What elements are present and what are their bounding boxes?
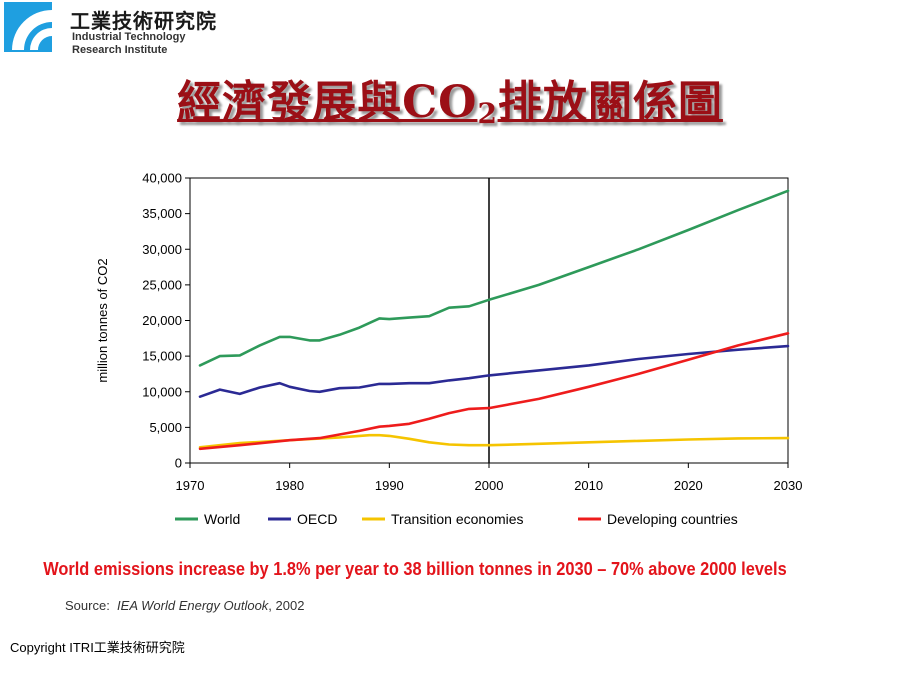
source-label: Source: [65, 598, 110, 613]
x-tick-label: 1990 [375, 478, 404, 493]
y-tick-label: 15,000 [142, 349, 182, 364]
y-tick-label: 30,000 [142, 242, 182, 257]
series-line-world [198, 189, 790, 367]
source-note: Source: IEA World Energy Outlook, 2002 [65, 598, 304, 613]
series-line-developing-countries [198, 331, 790, 451]
x-tick-label: 1970 [176, 478, 205, 493]
itri-logo [4, 2, 52, 52]
y-tick-label: 5,000 [149, 420, 182, 435]
y-tick-label: 25,000 [142, 277, 182, 292]
slide-title: 經濟發展與CO2排放關係圖 [0, 66, 900, 130]
legend-label-developing-countries: Developing countries [607, 511, 738, 527]
x-tick-label: 2020 [674, 478, 703, 493]
y-tick-label: 20,000 [142, 313, 182, 328]
source-publication: IEA World Energy Outlook [117, 598, 269, 613]
x-tick-label: 1980 [275, 478, 304, 493]
title-main: 經濟發展與CO [177, 77, 478, 128]
y-tick-label: 40,000 [142, 171, 182, 186]
org-name-en: Industrial Technology Research Institute [72, 31, 186, 53]
legend-label-world: World [204, 511, 240, 527]
series-line-transition-economies [198, 433, 790, 449]
title-subscript: 2 [477, 97, 498, 130]
y-tick-label: 35,000 [142, 206, 182, 221]
x-tick-label: 2030 [774, 478, 803, 493]
chart-caption: World emissions increase by 1.8% per yea… [43, 559, 787, 579]
legend-label-transition-economies: Transition economies [391, 511, 524, 527]
x-tick-label: 2010 [574, 478, 603, 493]
y-tick-label: 10,000 [142, 384, 182, 399]
copyright-footer: Copyright ITRI工業技術研究院 [10, 640, 185, 655]
title-rest: 排放關係圖 [497, 77, 723, 128]
org-name: 工業技術研究院 [70, 9, 217, 33]
source-year: , 2002 [268, 598, 305, 613]
y-axis-label: million tonnes of CO2 [95, 258, 110, 382]
x-tick-label: 2000 [475, 478, 504, 493]
legend-label-oecd: OECD [297, 511, 337, 527]
y-tick-label: 0 [175, 456, 182, 471]
emissions-line-chart: 0 5,000 10,000 15,000 20,000 25,000 30,000 35,0… [95, 171, 803, 528]
series-line-oecd [198, 344, 790, 399]
